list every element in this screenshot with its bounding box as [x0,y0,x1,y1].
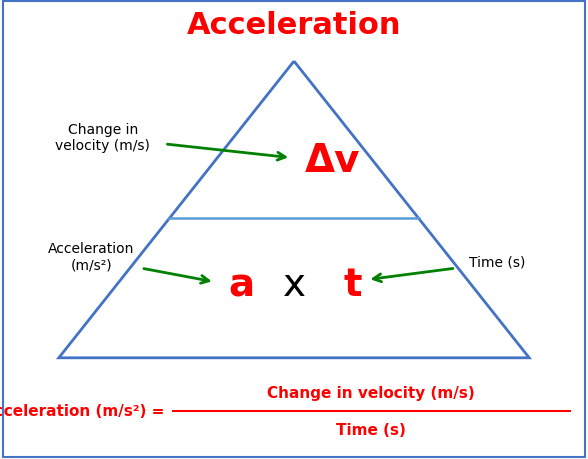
Text: Change in velocity (m/s): Change in velocity (m/s) [266,385,475,400]
Text: a: a [228,266,254,303]
Text: Time (s): Time (s) [469,255,525,269]
Text: x: x [282,266,306,303]
Text: Acceleration: Acceleration [187,11,401,40]
Text: Change in
velocity (m/s): Change in velocity (m/s) [55,123,151,153]
Text: Time (s): Time (s) [336,422,405,437]
Text: t: t [343,266,362,303]
Text: Acceleration (m/s²) =: Acceleration (m/s²) = [0,403,165,418]
Text: Δv: Δv [305,142,360,179]
Text: Acceleration
(m/s²): Acceleration (m/s²) [48,242,134,272]
